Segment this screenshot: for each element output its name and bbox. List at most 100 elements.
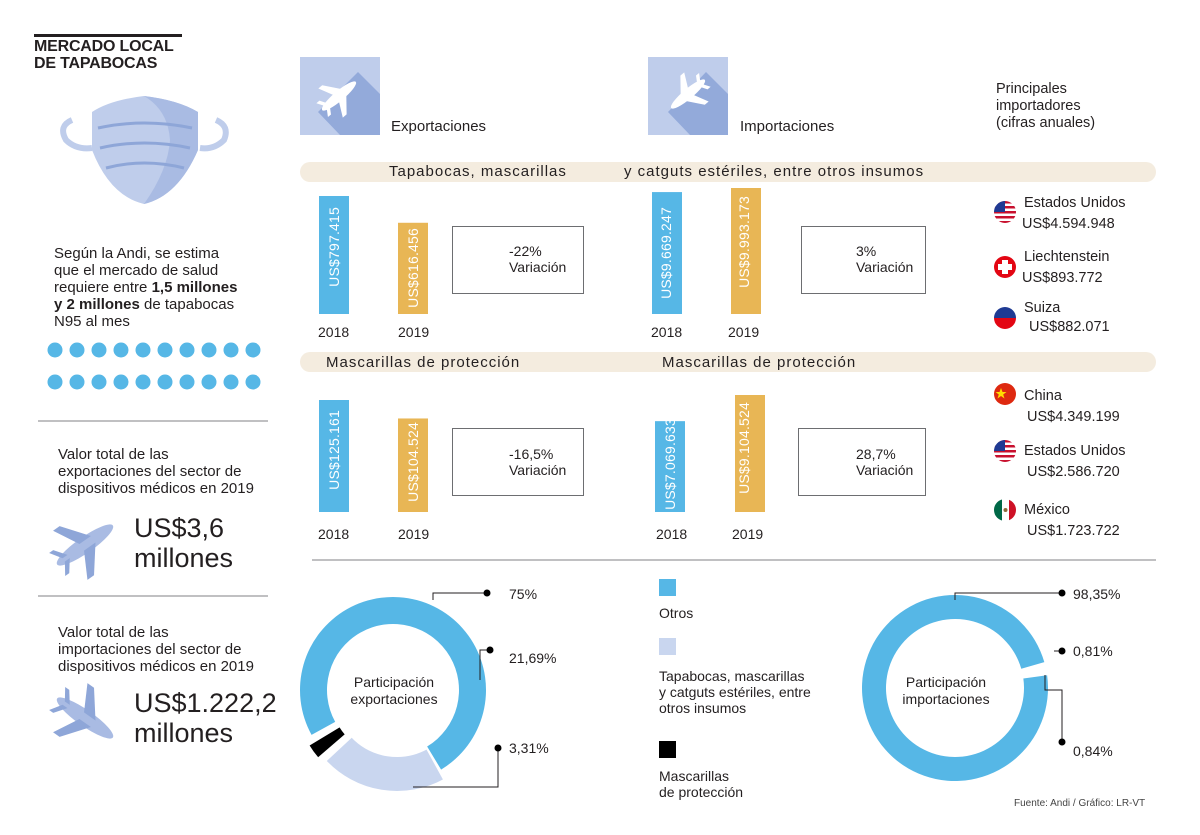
year-label: 2019 <box>398 526 430 542</box>
bar-2018 <box>319 196 349 314</box>
dot <box>91 374 107 390</box>
bar-value-label: US$9.104.524 <box>736 402 752 494</box>
pie-pct-label: 98,35% <box>1073 586 1121 602</box>
pie-pct-label: 75% <box>509 586 538 602</box>
pie-pct-label: 21,69% <box>509 650 557 666</box>
band-label-row2-right: Mascarillas de protección <box>662 354 857 371</box>
legend-swatch-mascarillas <box>659 741 676 758</box>
variation-text: -22% Variación <box>509 243 567 275</box>
dot <box>113 374 129 390</box>
source-credit: Fuente: Andi / Gráfico: LR-VT <box>1014 798 1146 809</box>
donut-slice-tapabocas <box>1017 660 1057 673</box>
us-flag-icon <box>994 440 1016 462</box>
importer-amount: US$4.349.199 <box>1027 409 1120 425</box>
bar-value-label: US$9.993.173 <box>736 196 752 288</box>
variation-box <box>452 428 584 496</box>
bar-2018 <box>655 421 685 512</box>
title-line-1: MERCADO LOCAL <box>34 38 174 55</box>
importer-country: Suiza <box>1024 300 1061 316</box>
bar-2019 <box>735 395 765 512</box>
imports-plane-tile <box>648 57 728 135</box>
dot <box>157 374 173 390</box>
dot <box>47 374 63 390</box>
bar-value-label: US$797.415 <box>326 207 342 287</box>
dot <box>179 374 195 390</box>
dot <box>135 342 151 358</box>
importer-country: Estados Unidos <box>1024 195 1126 211</box>
dot <box>201 342 217 358</box>
band-row-1 <box>300 162 1156 182</box>
dot <box>113 342 129 358</box>
dot <box>201 374 217 390</box>
legend-label-tapabocas: Tapabocas, mascarillas y catguts estéril… <box>659 668 811 716</box>
bar-value-label: US$7.069.633 <box>662 418 678 510</box>
year-label: 2018 <box>318 324 350 340</box>
dot <box>157 342 173 358</box>
pie-center-label-imports: Participación importaciones <box>902 674 990 707</box>
page-title: MERCADO LOCAL DE TAPABOCAS <box>34 38 234 72</box>
swiss-cross-flag-icon <box>994 256 1016 278</box>
importer-country: Estados Unidos <box>1024 443 1126 459</box>
variation-text: 3% Variación <box>856 243 914 275</box>
legend-swatch-tapabocas <box>659 638 676 655</box>
exports-header: Exportaciones <box>391 118 487 135</box>
year-label: 2019 <box>732 526 764 542</box>
leader-dots <box>483 589 1066 752</box>
plane-icon <box>49 524 114 580</box>
blue-red-flag-icon <box>994 307 1016 329</box>
imports-total-value: US$1.222,2 millones <box>134 688 277 748</box>
importer-amount: US$2.586.720 <box>1027 464 1120 480</box>
imports-total-label: Valor total de las importaciones del sec… <box>58 624 254 675</box>
exports-total-label: Valor total de las exportaciones del sec… <box>58 446 254 497</box>
importer-country: México <box>1024 502 1070 518</box>
variation-box <box>798 428 926 496</box>
dot <box>245 342 261 358</box>
variation-box <box>801 226 926 294</box>
imports-header: Importaciones <box>740 118 835 135</box>
dot <box>47 342 63 358</box>
legend-swatch-otros <box>659 579 676 596</box>
bar-value-label: US$9.669.247 <box>658 207 674 299</box>
importer-amount: US$893.772 <box>1022 270 1103 286</box>
face-mask-illustration <box>60 96 229 204</box>
pie-pct-label: 3,31% <box>509 740 549 756</box>
pie-pct-label: 0,81% <box>1073 643 1113 659</box>
dot <box>245 374 261 390</box>
bar-value-label: US$616.456 <box>405 228 421 308</box>
band-label-row1-right: y catguts estériles, entre otros insumos <box>624 163 925 180</box>
dot <box>223 342 239 358</box>
donut-slice-tapabocas <box>323 734 446 793</box>
dot <box>69 342 85 358</box>
dot <box>179 342 195 358</box>
importer-country: China <box>1024 388 1062 404</box>
title-rule <box>34 34 182 37</box>
bar-value-label: US$125.161 <box>326 410 342 490</box>
donut-slice-otros <box>300 597 486 770</box>
band-label-row2-left: Mascarillas de protección <box>326 354 521 371</box>
dots-grid <box>47 342 261 390</box>
donut-slice-mascarillas <box>1020 666 1060 677</box>
year-label: 2019 <box>728 324 760 340</box>
year-label: 2019 <box>398 324 430 340</box>
andi-estimate-text: Según la Andi, se estima que el mercado … <box>54 245 238 330</box>
bar-2019 <box>398 222 428 314</box>
variation-box <box>452 226 584 294</box>
year-label: 2018 <box>656 526 688 542</box>
bar-2018 <box>319 400 349 512</box>
pie-pct-label: 0,84% <box>1073 743 1113 759</box>
bar-2019 <box>398 418 428 512</box>
principal-importers-header: Principales importadores (cifras anuales… <box>996 81 1096 131</box>
dot <box>135 374 151 390</box>
exports-plane-tile <box>300 57 380 135</box>
exports-total-value: US$3,6 millones <box>134 513 234 573</box>
importer-country: Liechtenstein <box>1024 249 1110 265</box>
legend-label-otros: Otros <box>659 605 694 621</box>
title-line-2: DE TAPABOCAS <box>34 55 158 72</box>
importer-amount: US$882.071 <box>1029 319 1110 335</box>
importer-amount: US$4.594.948 <box>1022 216 1115 232</box>
china-flag-icon <box>994 383 1016 405</box>
dot <box>69 374 85 390</box>
donut-charts <box>300 595 1060 793</box>
legend-label-mascarillas: Mascarillas de protección <box>659 768 744 800</box>
